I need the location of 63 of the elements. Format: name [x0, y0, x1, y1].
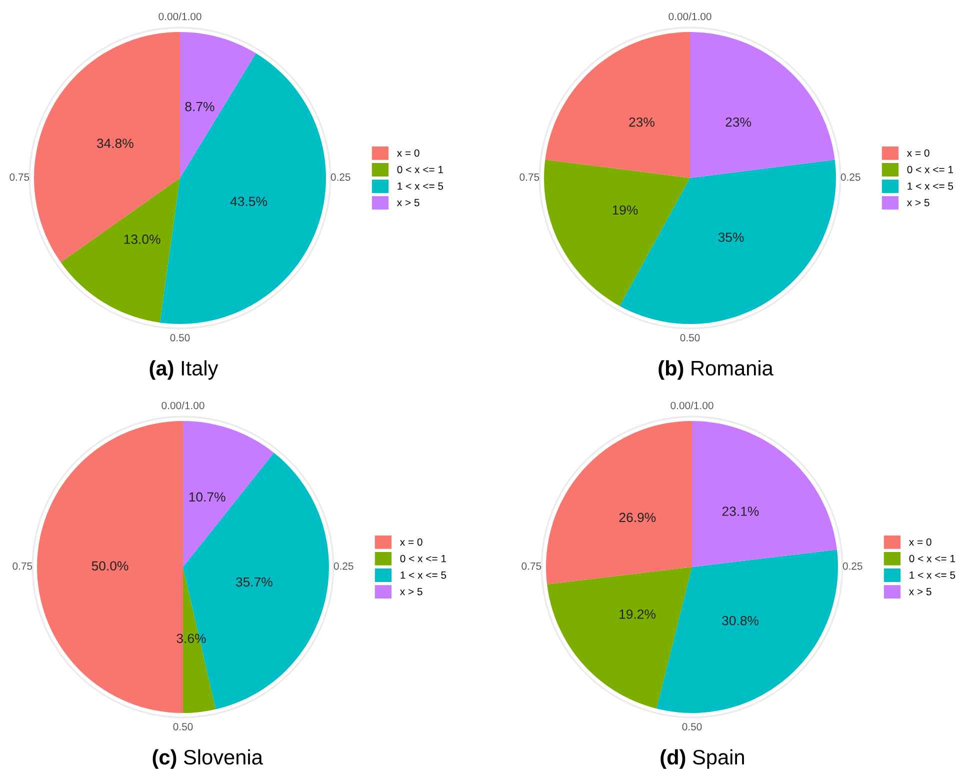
data-label: 23% — [629, 117, 654, 127]
legend-label: 1 < x <= 5 — [910, 572, 956, 579]
pie-slice — [656, 550, 838, 713]
data-label: 30.8% — [722, 616, 759, 626]
text: 0.50 — [680, 334, 700, 342]
text: 0.75 — [12, 562, 32, 570]
legend-label: x = 0 — [400, 538, 422, 546]
data-label: 10.7% — [189, 492, 226, 502]
text: 0.25 — [330, 173, 350, 181]
data-label: 43.5% — [230, 196, 267, 206]
legend-label: x = 0 — [396, 149, 420, 157]
text: 0.00/1.00 — [158, 12, 202, 20]
data-label: 19.2% — [620, 609, 656, 619]
pie-slice — [690, 32, 835, 178]
legend-label: x > 5 — [906, 199, 930, 206]
text: (a) Italy — [150, 360, 218, 380]
legend-label: 0 < x <= 1 — [400, 554, 446, 562]
text: 0.75 — [10, 173, 30, 181]
pie-slice — [183, 421, 274, 567]
text: 0.00/1.00 — [668, 12, 712, 20]
text: 0.00/1.00 — [162, 402, 204, 410]
text: 0.50 — [173, 723, 193, 730]
data-label: 23% — [726, 117, 752, 127]
data-label: 50.0% — [92, 561, 128, 571]
text: 0.25 — [842, 562, 862, 570]
text: 0.75 — [522, 562, 542, 570]
text: 0.25 — [334, 562, 354, 570]
text: 0.00/1.00 — [670, 402, 714, 410]
text: 0.50 — [170, 334, 190, 342]
pie-slice — [546, 421, 692, 584]
legend-label: 0 < x <= 1 — [397, 166, 443, 174]
text: 0.50 — [682, 723, 702, 730]
pie-slice — [160, 53, 326, 324]
legend-label: x > 5 — [400, 588, 422, 596]
legend-label: x > 5 — [396, 199, 420, 206]
legend-label: 1 < x <= 5 — [908, 182, 954, 190]
pie-slice — [544, 160, 690, 306]
legend-label: 1 < x <= 5 — [400, 572, 446, 579]
data-label: 26.9% — [619, 512, 656, 522]
legend-label: 1 < x <= 5 — [398, 182, 444, 190]
data-label: 19% — [612, 205, 638, 215]
pie-slice — [60, 178, 180, 323]
legend-label: x = 0 — [908, 538, 932, 546]
text: (c) Slovenia — [152, 749, 263, 769]
pie-slice — [692, 421, 837, 567]
data-label: 34.8% — [96, 138, 134, 148]
pie-slice — [180, 32, 256, 178]
pie-slice — [34, 32, 180, 262]
data-label: 13.0% — [124, 234, 160, 244]
text: (d) Spain — [660, 749, 744, 769]
pie-slice — [545, 32, 690, 178]
data-label: 35% — [718, 232, 744, 242]
text: 0.25 — [840, 173, 860, 181]
text: (b) Romania — [658, 360, 774, 380]
legend-label: x > 5 — [908, 588, 932, 596]
data-label: 23.1% — [722, 506, 759, 516]
pie-slice — [547, 567, 692, 709]
data-label: 8.7% — [185, 102, 214, 112]
data-label: 35.7% — [236, 577, 272, 587]
legend-label: 0 < x <= 1 — [909, 554, 955, 562]
legend-label: 0 < x <= 1 — [907, 166, 953, 174]
legend-label: x = 0 — [906, 149, 930, 157]
text: 0.75 — [520, 173, 540, 181]
